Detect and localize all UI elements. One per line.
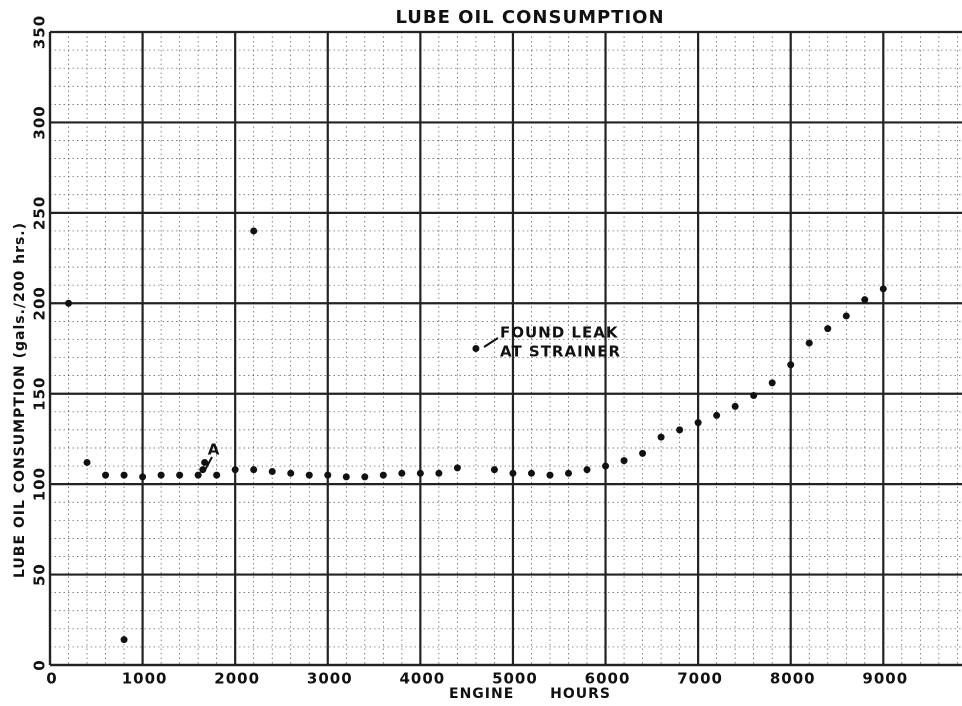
data-point bbox=[750, 392, 758, 400]
data-point bbox=[861, 296, 869, 304]
y-axis-label: LUBE OIL CONSUMPTION (gals./200 hrs.) bbox=[12, 222, 28, 578]
data-point bbox=[398, 469, 406, 477]
data-point bbox=[416, 469, 424, 477]
data-point bbox=[361, 473, 369, 481]
data-point bbox=[268, 467, 276, 475]
annotation-arrow bbox=[204, 456, 213, 471]
data-point bbox=[546, 471, 554, 479]
data-point bbox=[453, 464, 461, 472]
data-point bbox=[342, 473, 350, 481]
data-point bbox=[509, 469, 517, 477]
data-point bbox=[472, 345, 480, 352]
data-point bbox=[379, 471, 387, 479]
data-point bbox=[602, 462, 610, 470]
data-point bbox=[157, 471, 165, 479]
data-point bbox=[657, 433, 665, 441]
data-point bbox=[213, 471, 221, 479]
y-tick-label: 300 bbox=[31, 105, 49, 139]
data-point bbox=[490, 466, 498, 474]
data-point bbox=[176, 471, 184, 479]
data-point bbox=[805, 339, 813, 347]
data-point bbox=[842, 312, 850, 320]
x-tick-label: 1000 bbox=[122, 670, 168, 688]
annotation-arrow bbox=[483, 337, 499, 348]
y-tick-label: 100 bbox=[31, 467, 49, 501]
data-point bbox=[768, 379, 776, 387]
data-point bbox=[201, 458, 209, 466]
annotation: AT STRAINER bbox=[500, 343, 621, 361]
x-tick-label: 0 bbox=[46, 670, 57, 688]
data-point bbox=[694, 419, 702, 427]
y-tick-label: 350 bbox=[31, 15, 49, 49]
data-point bbox=[250, 466, 258, 474]
data-point bbox=[324, 471, 332, 479]
annotation: A bbox=[208, 441, 221, 459]
data-point bbox=[713, 411, 721, 419]
data-point bbox=[676, 426, 684, 434]
x-tick-label: 4000 bbox=[399, 670, 445, 688]
data-point bbox=[824, 325, 832, 333]
data-point bbox=[639, 449, 647, 457]
data-point bbox=[435, 469, 443, 477]
data-point bbox=[194, 471, 202, 479]
y-tick-label: 50 bbox=[31, 563, 49, 586]
data-point bbox=[65, 299, 73, 307]
data-point bbox=[564, 469, 572, 477]
data-point bbox=[139, 473, 147, 481]
data-point bbox=[527, 469, 535, 477]
data-point bbox=[120, 636, 128, 644]
data-point bbox=[305, 471, 313, 479]
chart-title: LUBE OIL CONSUMPTION bbox=[395, 7, 664, 28]
data-point bbox=[620, 457, 628, 465]
x-tick-label: 2000 bbox=[214, 670, 260, 688]
x-axis-label: ENGINE HOURS bbox=[449, 686, 611, 702]
data-point bbox=[787, 361, 795, 369]
data-point bbox=[879, 285, 887, 293]
y-tick-label: 0 bbox=[31, 659, 49, 670]
data-point bbox=[231, 466, 239, 474]
x-tick-label: 7000 bbox=[677, 670, 723, 688]
data-point bbox=[583, 466, 591, 474]
data-point bbox=[199, 466, 207, 474]
data-point bbox=[250, 227, 258, 235]
data-point bbox=[83, 458, 91, 466]
y-tick-label: 250 bbox=[31, 196, 49, 230]
y-tick-label: 200 bbox=[31, 286, 49, 320]
x-tick-label: 3000 bbox=[307, 670, 353, 688]
data-point bbox=[102, 471, 110, 479]
x-tick-label: 8000 bbox=[770, 670, 816, 688]
y-tick-label: 150 bbox=[31, 377, 49, 411]
data-point bbox=[731, 402, 739, 410]
data-point bbox=[120, 471, 128, 479]
annotation: FOUND LEAK bbox=[500, 324, 619, 342]
x-tick-label: 5000 bbox=[492, 670, 538, 688]
data-point bbox=[287, 469, 295, 477]
x-tick-label: 6000 bbox=[585, 670, 631, 688]
x-tick-label: 9000 bbox=[862, 670, 908, 688]
